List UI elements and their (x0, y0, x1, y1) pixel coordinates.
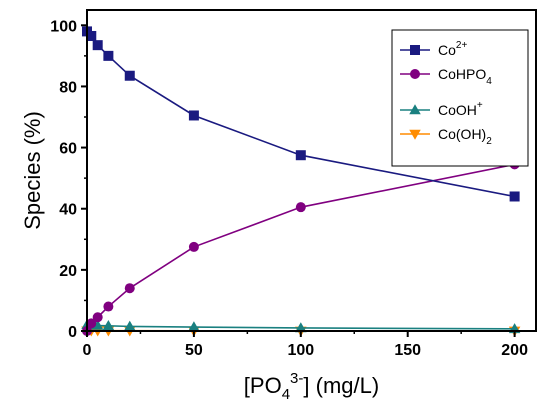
y-tick-label: 20 (59, 263, 77, 280)
data-point (103, 301, 114, 312)
data-point (86, 30, 97, 41)
x-axis-label-sup: 3- (290, 370, 303, 387)
data-point (92, 40, 103, 51)
legend-marker (410, 69, 420, 79)
y-tick-label: 100 (50, 18, 77, 35)
data-point (188, 241, 199, 252)
series-line (86, 163, 515, 332)
data-point (124, 320, 136, 331)
data-point (124, 283, 135, 294)
legend-marker (409, 104, 421, 115)
data-point (295, 322, 307, 333)
x-tick-label: 50 (185, 342, 203, 359)
legend: Co2+ CoHPO4 CoOH+ Co(OH)2 (391, 29, 529, 167)
data-point (509, 191, 520, 202)
x-tick-label: 200 (501, 342, 528, 359)
legend-items: Co2+ CoHPO4 CoOH+ Co(OH)2 (400, 40, 492, 147)
legend-marker (409, 129, 421, 140)
legend-item: CoOH+ (400, 100, 483, 118)
ticks-layer: 0 50 100 150 200 0 20 40 60 80 100 (50, 18, 528, 359)
data-point (188, 110, 199, 121)
data-point (92, 312, 103, 323)
series-1 (82, 159, 520, 336)
data-point (102, 320, 115, 331)
y-tick-label: 0 (68, 324, 77, 341)
x-axis-label-main: [PO (244, 373, 282, 398)
data-point (295, 202, 306, 213)
data-point (103, 50, 114, 61)
legend-label: CoOH+ (438, 100, 483, 118)
data-point (188, 321, 200, 332)
legend-item: Co(OH)2 (400, 126, 492, 147)
y-axis-label: Species (%) (20, 111, 45, 230)
x-axis-label: [PO43-] (mg/L) (244, 370, 379, 403)
x-axis-label-sub: 4 (282, 386, 290, 403)
data-point (91, 319, 104, 330)
y-tick-label: 40 (59, 202, 77, 219)
legend-label: Co2+ (438, 40, 467, 58)
plot-frame (86, 9, 537, 332)
y-tick-label: 60 (59, 141, 77, 158)
x-tick-label: 150 (394, 342, 421, 359)
legend-marker (410, 45, 420, 55)
x-tick-label: 0 (83, 342, 92, 359)
data-point (124, 70, 135, 81)
data-point (295, 150, 306, 161)
legend-label: CoHPO4 (438, 66, 492, 87)
x-tick-label: 100 (287, 342, 314, 359)
legend-item: Co2+ (400, 40, 467, 58)
legend-item: CoHPO4 (400, 66, 492, 87)
legend-label: Co(OH)2 (438, 126, 492, 147)
y-tick-label: 80 (59, 79, 77, 96)
data-point (86, 318, 97, 329)
x-axis-label-tail: ] (mg/L) (303, 373, 379, 398)
